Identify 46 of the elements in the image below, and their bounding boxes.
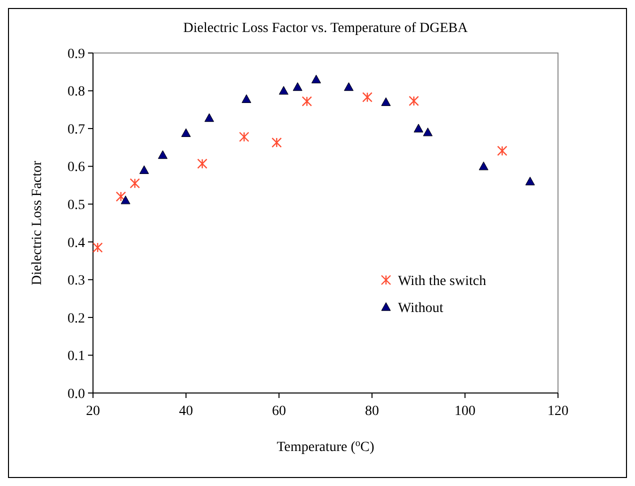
point xyxy=(242,94,252,103)
x-tick-label: 120 xyxy=(548,404,568,419)
legend-label: With the switch xyxy=(398,274,486,289)
y-tick-label: 0.7 xyxy=(68,122,85,138)
y-tick-label: 0.0 xyxy=(68,386,85,402)
y-tick-label: 0.6 xyxy=(68,160,85,176)
y-tick-label: 0.1 xyxy=(68,349,85,364)
chart-title: Dielectric Loss Factor vs. Temperature of DGEBA xyxy=(183,21,469,36)
x-tick-label: 60 xyxy=(272,404,286,419)
point xyxy=(302,96,312,106)
x-tick-label: 100 xyxy=(454,404,476,419)
x-tick-label: 40 xyxy=(179,404,193,419)
point xyxy=(204,113,214,122)
point xyxy=(344,82,354,91)
point xyxy=(139,165,149,174)
point xyxy=(497,146,508,156)
point xyxy=(292,82,302,91)
y-tick-label: 0.3 xyxy=(68,274,85,289)
y-tick-label: 0.5 xyxy=(68,198,85,214)
x-axis-title: Temperature ($^{o}$C) xyxy=(276,438,375,455)
y-tick-label: 0.8 xyxy=(68,84,85,100)
y-tick-label: 0.4 xyxy=(68,236,85,251)
point xyxy=(272,137,282,148)
point xyxy=(158,150,168,159)
point xyxy=(423,128,433,136)
point xyxy=(525,176,535,186)
point xyxy=(278,86,288,95)
point xyxy=(478,162,488,170)
x-tick-label: 20 xyxy=(86,404,100,419)
point xyxy=(239,132,250,142)
y-axis-title: Dielectric Loss Factor xyxy=(30,160,45,286)
y-tick-label: 0.9 xyxy=(68,46,85,62)
point xyxy=(120,196,130,204)
point xyxy=(381,97,391,106)
point xyxy=(197,158,208,169)
point xyxy=(130,178,140,188)
legend-label: Without xyxy=(398,300,444,316)
point xyxy=(181,128,191,137)
point xyxy=(116,191,126,202)
point xyxy=(414,124,424,132)
point xyxy=(311,74,321,84)
point xyxy=(92,242,103,253)
y-tick-label: 0.2 xyxy=(68,311,85,326)
point xyxy=(408,96,419,106)
point xyxy=(362,92,372,102)
x-tick-label: 80 xyxy=(365,404,379,419)
